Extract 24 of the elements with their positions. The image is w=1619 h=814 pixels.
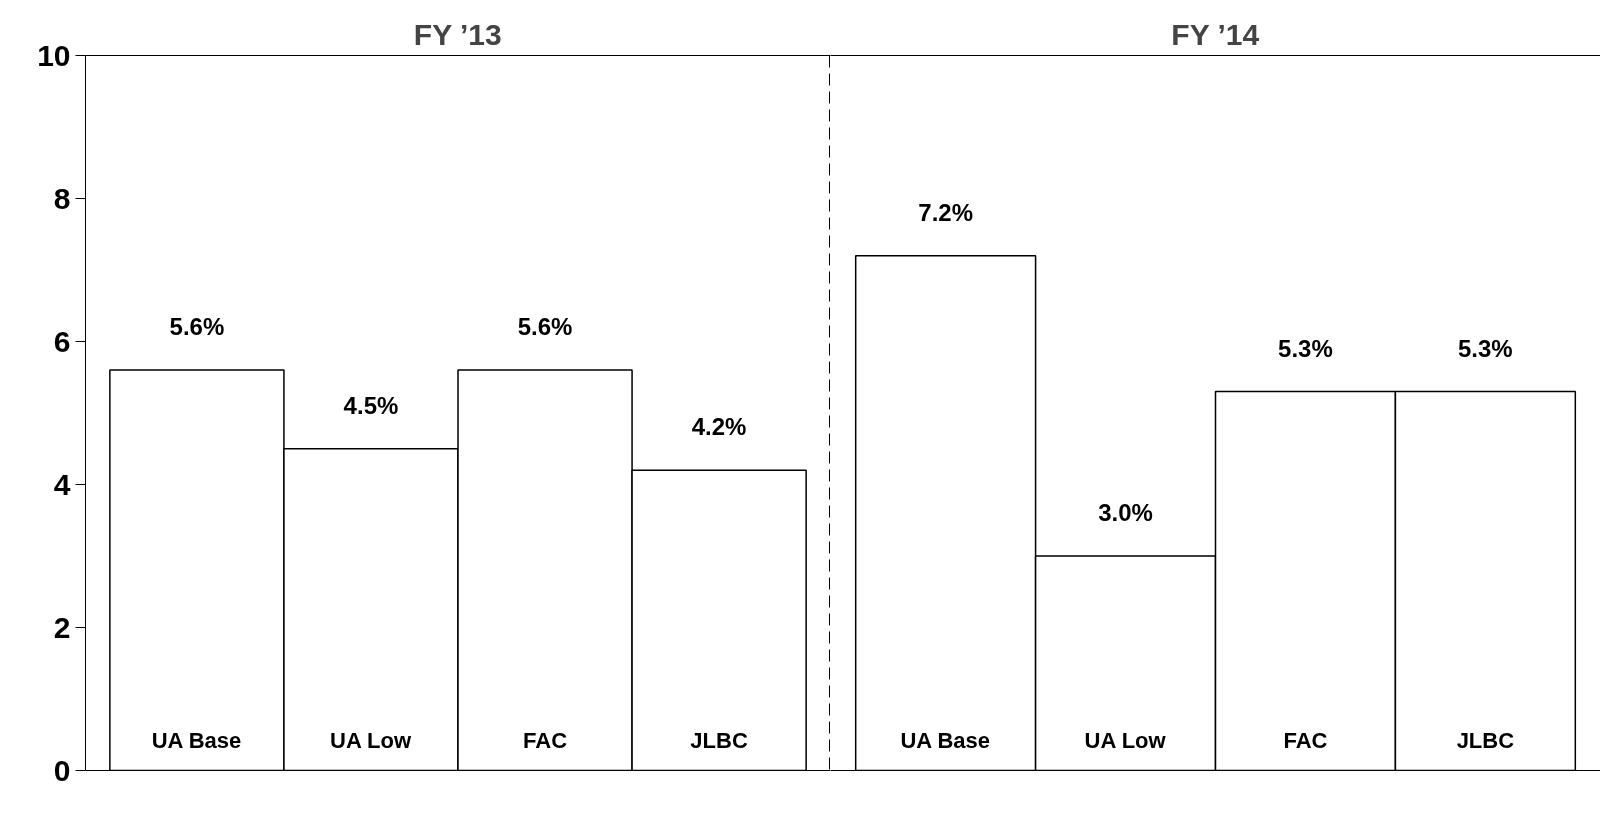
y-tick-label: 0 [53,753,71,787]
y-tick-label: 2 [53,610,71,644]
x-tick-label: UA Low [330,727,412,753]
y-tick-label: 8 [53,181,71,215]
x-tick-label: FAC [1283,727,1328,753]
x-tick-label: UA Base [151,727,242,753]
chart-title: FY ’13 [413,17,502,51]
x-tick-label: UA Low [1084,727,1167,753]
y-tick-label: 6 [53,324,71,358]
data-label: 5.6% [517,313,573,341]
data-label: 4.2% [691,413,747,441]
y-tick-label: 4 [53,467,71,501]
data-label: 3.0% [1098,499,1153,526]
data-label: 5.3% [1458,334,1513,362]
data-label: 5.6% [169,313,225,341]
x-tick-label: JLBC [690,727,748,753]
x-tick-label: JLBC [1456,727,1515,753]
data-label: 7.2% [918,198,973,226]
x-tick-label: FAC [523,727,568,753]
y-tick-label: 10 [37,38,71,72]
x-tick-label: UA Base [900,727,991,753]
data-label: 4.5% [343,391,399,419]
chart-title: FY ’14 [1171,17,1260,51]
data-label: 5.3% [1278,334,1333,362]
